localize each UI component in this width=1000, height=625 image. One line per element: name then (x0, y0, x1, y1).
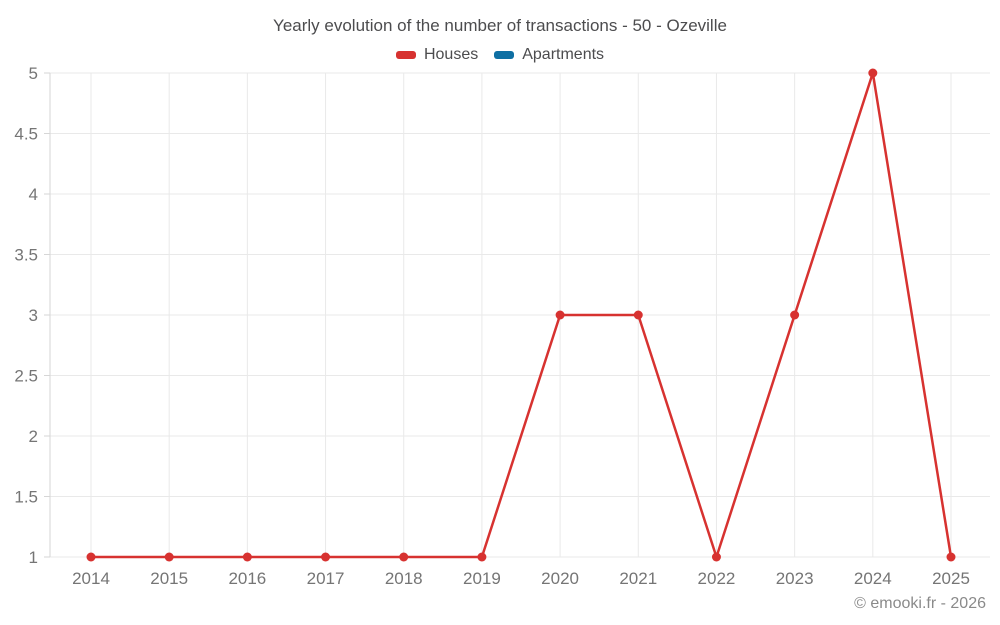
series-line-houses (89, 71, 953, 559)
y-axis-label: 1 (29, 548, 38, 567)
y-axis-label: 5 (29, 64, 38, 83)
data-point[interactable] (555, 310, 565, 320)
x-axis-label: 2018 (385, 569, 423, 588)
x-axis-label: 2021 (619, 569, 657, 588)
data-point[interactable] (868, 68, 878, 78)
houses-legend-label: Houses (423, 46, 479, 63)
y-axis-label: 4.5 (14, 125, 38, 144)
x-axis-label: 2025 (932, 569, 970, 588)
data-point[interactable] (399, 552, 409, 562)
data-point[interactable] (164, 552, 174, 562)
x-axis-label: 2023 (776, 569, 814, 588)
data-point[interactable] (321, 552, 331, 562)
legend: Houses Apartments (0, 46, 1000, 64)
x-axis-label: 2017 (307, 569, 345, 588)
y-axis-label: 3 (29, 306, 38, 325)
x-axis-label: 2015 (150, 569, 188, 588)
x-axis-label: 2022 (698, 569, 736, 588)
apartments-legend-label: Apartments (522, 46, 605, 63)
apartments-legend-swatch (494, 51, 515, 59)
data-point[interactable] (633, 310, 643, 320)
data-point[interactable] (86, 552, 96, 562)
x-axis-label: 2020 (541, 569, 579, 588)
x-axis-label: 2024 (854, 569, 892, 588)
legend-item-houses[interactable]: Houses (395, 46, 479, 64)
houses-legend-swatch (395, 51, 416, 59)
x-axis-label: 2016 (228, 569, 266, 588)
copyright-footer: © emooki.fr - 2026 (854, 595, 986, 612)
x-axis-label: 2014 (72, 569, 110, 588)
data-point[interactable] (477, 552, 487, 562)
chart-title: Yearly evolution of the number of transa… (273, 16, 727, 35)
y-axis-label: 4 (29, 185, 38, 204)
data-point[interactable] (242, 552, 252, 562)
legend-item-apartments[interactable]: Apartments (494, 46, 604, 64)
data-point[interactable] (790, 310, 800, 320)
data-point[interactable] (946, 552, 956, 562)
y-axis-label: 3.5 (14, 246, 38, 265)
data-point[interactable] (711, 552, 721, 562)
y-axis-label: 1.5 (14, 488, 38, 507)
y-axis-label: 2 (29, 427, 38, 446)
y-axis-label: 2.5 (14, 367, 38, 386)
x-axis-label: 2019 (463, 569, 501, 588)
